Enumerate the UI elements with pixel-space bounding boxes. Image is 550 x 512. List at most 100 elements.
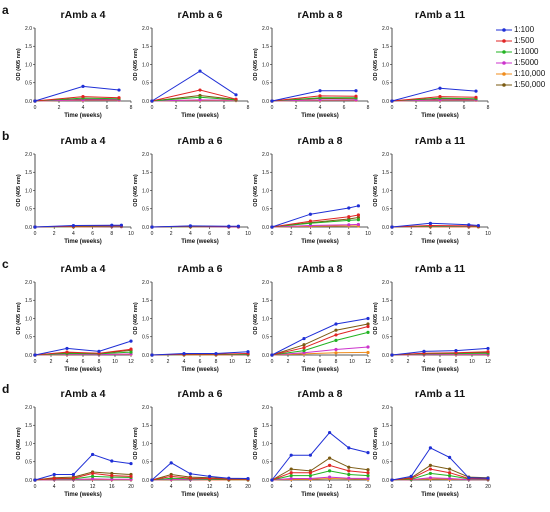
legend-marker (502, 27, 506, 32)
data-point (467, 476, 471, 480)
chart-panel: rAmb a 4 0.0 0.5 1.0 1.5 2.0 0 2 4 6 8 10 12 Time (we… (16, 263, 134, 373)
y-tick-label: 1.0 (25, 441, 32, 447)
y-tick-label: 1.0 (262, 62, 269, 68)
y-axis-label: OD (405 nm) (373, 174, 379, 207)
data-point (289, 467, 293, 471)
y-tick-label: 1.5 (142, 423, 149, 429)
x-tick-label: 4 (410, 484, 413, 490)
series-line (271, 476, 369, 481)
data-point (129, 350, 133, 354)
x-tick-label: 0 (271, 359, 274, 365)
series-line (151, 225, 239, 228)
data-point (110, 474, 114, 478)
x-tick-label: 0 (151, 231, 154, 237)
data-point (347, 465, 351, 469)
data-point (347, 472, 351, 477)
chart-title: rAmb a 11 (415, 388, 465, 400)
series-line (391, 347, 489, 356)
x-tick-label: 0 (391, 105, 394, 111)
x-tick-label: 4 (183, 359, 186, 365)
series-line (271, 464, 369, 481)
series-line (151, 462, 249, 481)
data-point (308, 471, 312, 475)
series-line (271, 457, 369, 481)
data-point (366, 476, 370, 481)
x-tick-label: 12 (365, 359, 371, 365)
data-point (390, 99, 394, 103)
data-point (129, 474, 133, 478)
y-tick-label: 1.0 (382, 441, 389, 447)
x-tick-label: 0 (151, 359, 154, 365)
y-tick-label: 1.5 (262, 423, 269, 429)
data-point (356, 213, 360, 217)
series-line (271, 205, 359, 228)
panel-label: c (2, 257, 9, 271)
data-point (347, 446, 351, 450)
x-tick-label: 8 (130, 105, 133, 111)
chart-panel: rAmb a 8 0.0 0.5 1.0 1.5 2.0 0 2 4 6 8 10 Time (week… (253, 135, 371, 245)
data-point (169, 461, 173, 465)
data-point (246, 476, 250, 481)
x-tick-label: 4 (189, 231, 192, 237)
y-axis-label: OD (405 nm) (373, 48, 379, 81)
chart-panel: rAmb a 8 0.0 0.5 1.0 1.5 2.0 0 2 4 6 8 Time (weeks)… (253, 9, 370, 119)
x-tick-label: 4 (199, 105, 202, 111)
x-axis-label: Time (weeks) (64, 492, 102, 498)
chart-title: rAmb a 4 (61, 263, 106, 275)
series-line (34, 340, 132, 356)
y-tick-label: 2.0 (25, 26, 32, 32)
data-point (65, 350, 69, 354)
data-point (318, 89, 322, 93)
data-point (438, 95, 442, 99)
series-line (34, 471, 132, 481)
x-tick-label: 8 (98, 359, 101, 365)
x-tick-label: 6 (208, 231, 211, 237)
data-point (302, 346, 306, 350)
data-point (448, 467, 452, 471)
x-tick-label: 0 (34, 231, 37, 237)
legend-marker (502, 82, 506, 87)
data-point (422, 349, 426, 353)
x-tick-label: 8 (455, 359, 458, 365)
chart-panel: rAmb a 4 0.0 0.5 1.0 1.5 2.0 0 4 8 12 16 20 Time (we… (16, 388, 134, 498)
x-tick-label: 2 (170, 231, 173, 237)
legend-label: 1:5000 (514, 58, 539, 67)
legend-item: 1:500 (496, 35, 550, 46)
chart-panel: rAmb a 6 0.0 0.5 1.0 1.5 2.0 0 2 4 6 8 10 Time (week… (133, 135, 251, 245)
data-point (289, 471, 293, 475)
data-point (289, 476, 293, 481)
y-tick-label: 1.5 (25, 298, 32, 304)
data-point (198, 69, 202, 73)
data-point (198, 95, 202, 99)
x-tick-label: 12 (327, 484, 333, 490)
data-point (81, 95, 85, 99)
chart-panel: rAmb a 4 0.0 0.5 1.0 1.5 2.0 0 2 4 6 8 10 Time (week… (16, 135, 134, 245)
y-tick-label: 0.5 (382, 460, 389, 466)
x-axis-label: Time (weeks) (64, 239, 102, 245)
data-point (334, 351, 338, 355)
y-tick-label: 0.0 (262, 353, 269, 359)
y-tick-label: 2.0 (382, 405, 389, 411)
y-axis-label: OD (405 nm) (253, 48, 259, 81)
x-tick-label: 4 (53, 484, 56, 490)
y-tick-label: 2.0 (25, 152, 32, 158)
y-tick-label: 2.0 (142, 152, 149, 158)
x-tick-label: 8 (487, 105, 490, 111)
panel-label: a (2, 3, 9, 17)
y-tick-label: 1.5 (25, 423, 32, 429)
data-point (289, 474, 293, 478)
y-tick-label: 2.0 (25, 280, 32, 286)
y-tick-label: 1.0 (142, 441, 149, 447)
legend: 1:100 1:500 1:1000 1:5000 1:10,000 1:50,000 (496, 24, 550, 90)
data-point (227, 224, 231, 228)
data-point (302, 336, 306, 341)
y-tick-label: 0.0 (262, 99, 269, 105)
y-tick-label: 1.5 (262, 298, 269, 304)
data-point (33, 99, 37, 103)
y-tick-label: 1.5 (25, 44, 32, 50)
y-tick-label: 0.5 (25, 81, 32, 87)
data-point (454, 349, 458, 353)
data-point (486, 346, 490, 351)
data-point (198, 98, 202, 102)
legend-label: 1:50,000 (514, 80, 546, 89)
